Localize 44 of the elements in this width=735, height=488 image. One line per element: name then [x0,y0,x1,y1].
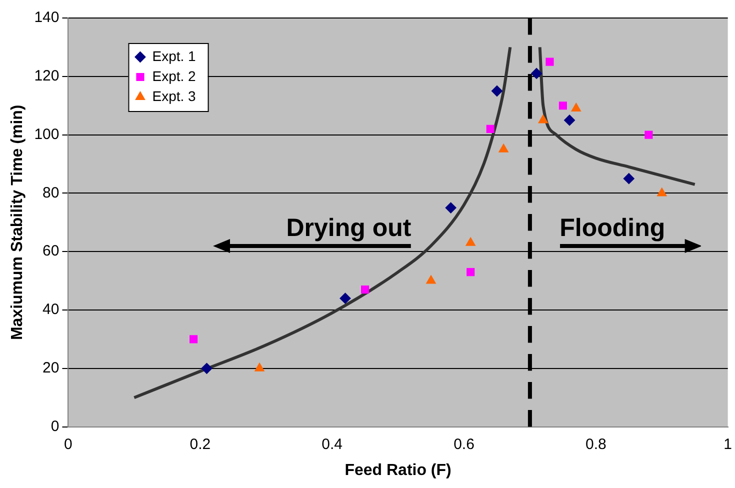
point [466,237,476,246]
y-tick-label: 40 [42,301,60,318]
point [190,335,198,344]
x-tick-label: 0.6 [454,436,474,453]
point [558,102,567,110]
point [361,286,370,294]
line-series [132,46,512,400]
point [623,173,634,184]
x-tick-label: 0.8 [585,436,606,453]
point [254,362,264,372]
y-tick-label: 80 [42,184,60,202]
point [491,86,502,96]
x-tick-label: 0.2 [190,436,211,453]
y-tick-label: 120 [34,68,60,85]
x-axis-title: Feed Ratio (F) [344,462,452,479]
point [426,275,436,284]
point [445,202,456,214]
y-tick-label: 100 [34,126,60,143]
point [498,144,508,152]
point [571,103,581,112]
point [564,114,576,126]
y-tick-label: 20 [42,360,60,377]
point [340,292,351,304]
x-tick-label: 1 [724,436,732,453]
legend-label: Expt. 1 [152,48,196,64]
point [657,188,667,196]
legend-label: Expt. 2 [152,68,196,84]
point [538,114,548,124]
line-series [538,46,696,186]
point [546,58,554,66]
point [201,362,212,374]
point [531,68,542,79]
y-tick-label: 140 [34,9,60,26]
point [644,130,653,139]
y-axis-title: Maxiumum Stability Time (min) [9,104,26,340]
annotation: Drying out [286,214,412,243]
legend-label: Expt. 3 [152,88,196,104]
y-tick-label: 60 [42,242,60,260]
y-tick-label: 0 [50,418,60,435]
x-tick-label: 0 [64,436,72,453]
point [486,124,494,133]
x-tick-label: 0.4 [322,436,342,453]
annotation: Flooding [560,214,666,243]
point [466,268,475,276]
